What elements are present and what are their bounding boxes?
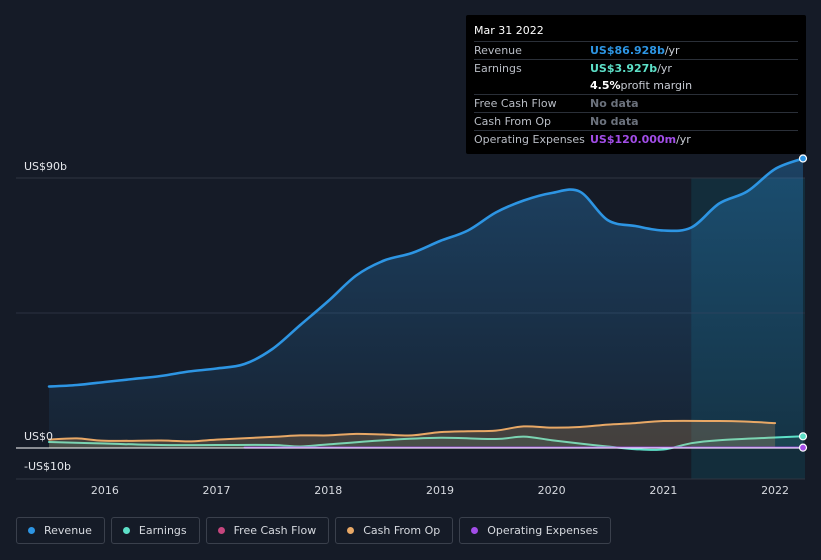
tooltip-value: No data — [590, 97, 639, 110]
x-tick-label: 2019 — [426, 484, 454, 497]
legend-item-revenue[interactable]: Revenue — [16, 517, 105, 544]
tooltip-row-free-cash-flow: Free Cash Flow No data — [474, 94, 798, 112]
legend-dot-icon — [28, 527, 35, 534]
legend-item-earnings[interactable]: Earnings — [110, 517, 200, 544]
series-end-marker-earnings — [798, 432, 808, 441]
legend-label: Earnings — [138, 524, 187, 537]
series-end-marker-operating-expenses — [798, 443, 808, 452]
tooltip-row-earnings: Earnings US$3.927b /yr — [474, 59, 798, 77]
x-tick-label: 2016 — [91, 484, 119, 497]
x-tick-label: 2018 — [314, 484, 342, 497]
x-tick-label: 2020 — [538, 484, 566, 497]
y-axis-label-top: US$90b — [24, 160, 67, 173]
legend-label: Revenue — [44, 524, 92, 537]
chart-legend: Revenue Earnings Free Cash Flow Cash Fro… — [16, 517, 612, 544]
x-axis-ticks: 2016 2017 2018 2019 2020 2021 2022 — [91, 484, 789, 497]
data-tooltip: Mar 31 2022 Revenue US$86.928b /yr Earni… — [466, 15, 806, 154]
series-area-revenue — [49, 158, 803, 448]
series-area-cash-from-op — [49, 420, 776, 448]
series-layer — [47, 157, 805, 451]
tooltip-value: US$3.927b — [590, 62, 658, 75]
x-tick-label: 2022 — [761, 484, 789, 497]
legend-dot-icon — [122, 527, 130, 534]
y-axis-label-zero: US$0 — [24, 430, 53, 443]
tooltip-suffix: /yr — [676, 133, 691, 146]
x-tick-label: 2021 — [649, 484, 677, 497]
tooltip-row-profit-margin: 4.5% profit margin — [474, 77, 798, 94]
series-line-revenue — [47, 157, 805, 388]
series-line-cash-from-op — [48, 419, 777, 443]
tooltip-label: Free Cash Flow — [474, 97, 557, 110]
legend-item-free-cash-flow[interactable]: Free Cash Flow — [205, 517, 330, 544]
tooltip-label: Operating Expenses — [474, 133, 585, 146]
x-tick-label: 2017 — [203, 484, 231, 497]
tooltip-row-operating-expenses: Operating Expenses US$120.000m /yr — [474, 130, 798, 148]
legend-dot-icon — [217, 527, 225, 534]
tooltip-suffix: /yr — [657, 62, 672, 75]
tooltip-value: No data — [590, 115, 639, 128]
series-area-earnings — [49, 436, 803, 450]
legend-label: Cash From Op — [363, 524, 441, 537]
legend-dot-icon — [471, 527, 479, 534]
legend-item-operating-expenses[interactable]: Operating Expenses — [459, 517, 612, 544]
tooltip-suffix: /yr — [664, 44, 680, 57]
tooltip-value: 4.5% — [590, 79, 621, 92]
legend-dot-icon — [347, 527, 355, 534]
tooltip-label: Cash From Op — [474, 115, 552, 128]
tooltip-row-cash-from-op: Cash From Op No data — [474, 112, 798, 130]
tooltip-label: Revenue — [474, 44, 522, 57]
tooltip-row-revenue: Revenue US$86.928b /yr — [474, 41, 798, 59]
marker-layer — [798, 154, 808, 452]
tooltip-label: Earnings — [474, 62, 522, 75]
tooltip-suffix: profit margin — [620, 79, 693, 92]
tooltip-value: US$120.000m — [590, 133, 677, 146]
legend-label: Operating Expenses — [487, 524, 599, 537]
legend-label: Free Cash Flow — [233, 524, 317, 537]
tooltip-value: US$86.928b — [590, 44, 665, 57]
tooltip-date: Mar 31 2022 — [474, 24, 544, 37]
series-line-earnings — [48, 435, 804, 451]
y-axis-label-bottom: -US$10b — [24, 460, 71, 473]
series-end-marker-revenue — [798, 154, 808, 163]
legend-item-cash-from-op[interactable]: Cash From Op — [335, 517, 454, 544]
